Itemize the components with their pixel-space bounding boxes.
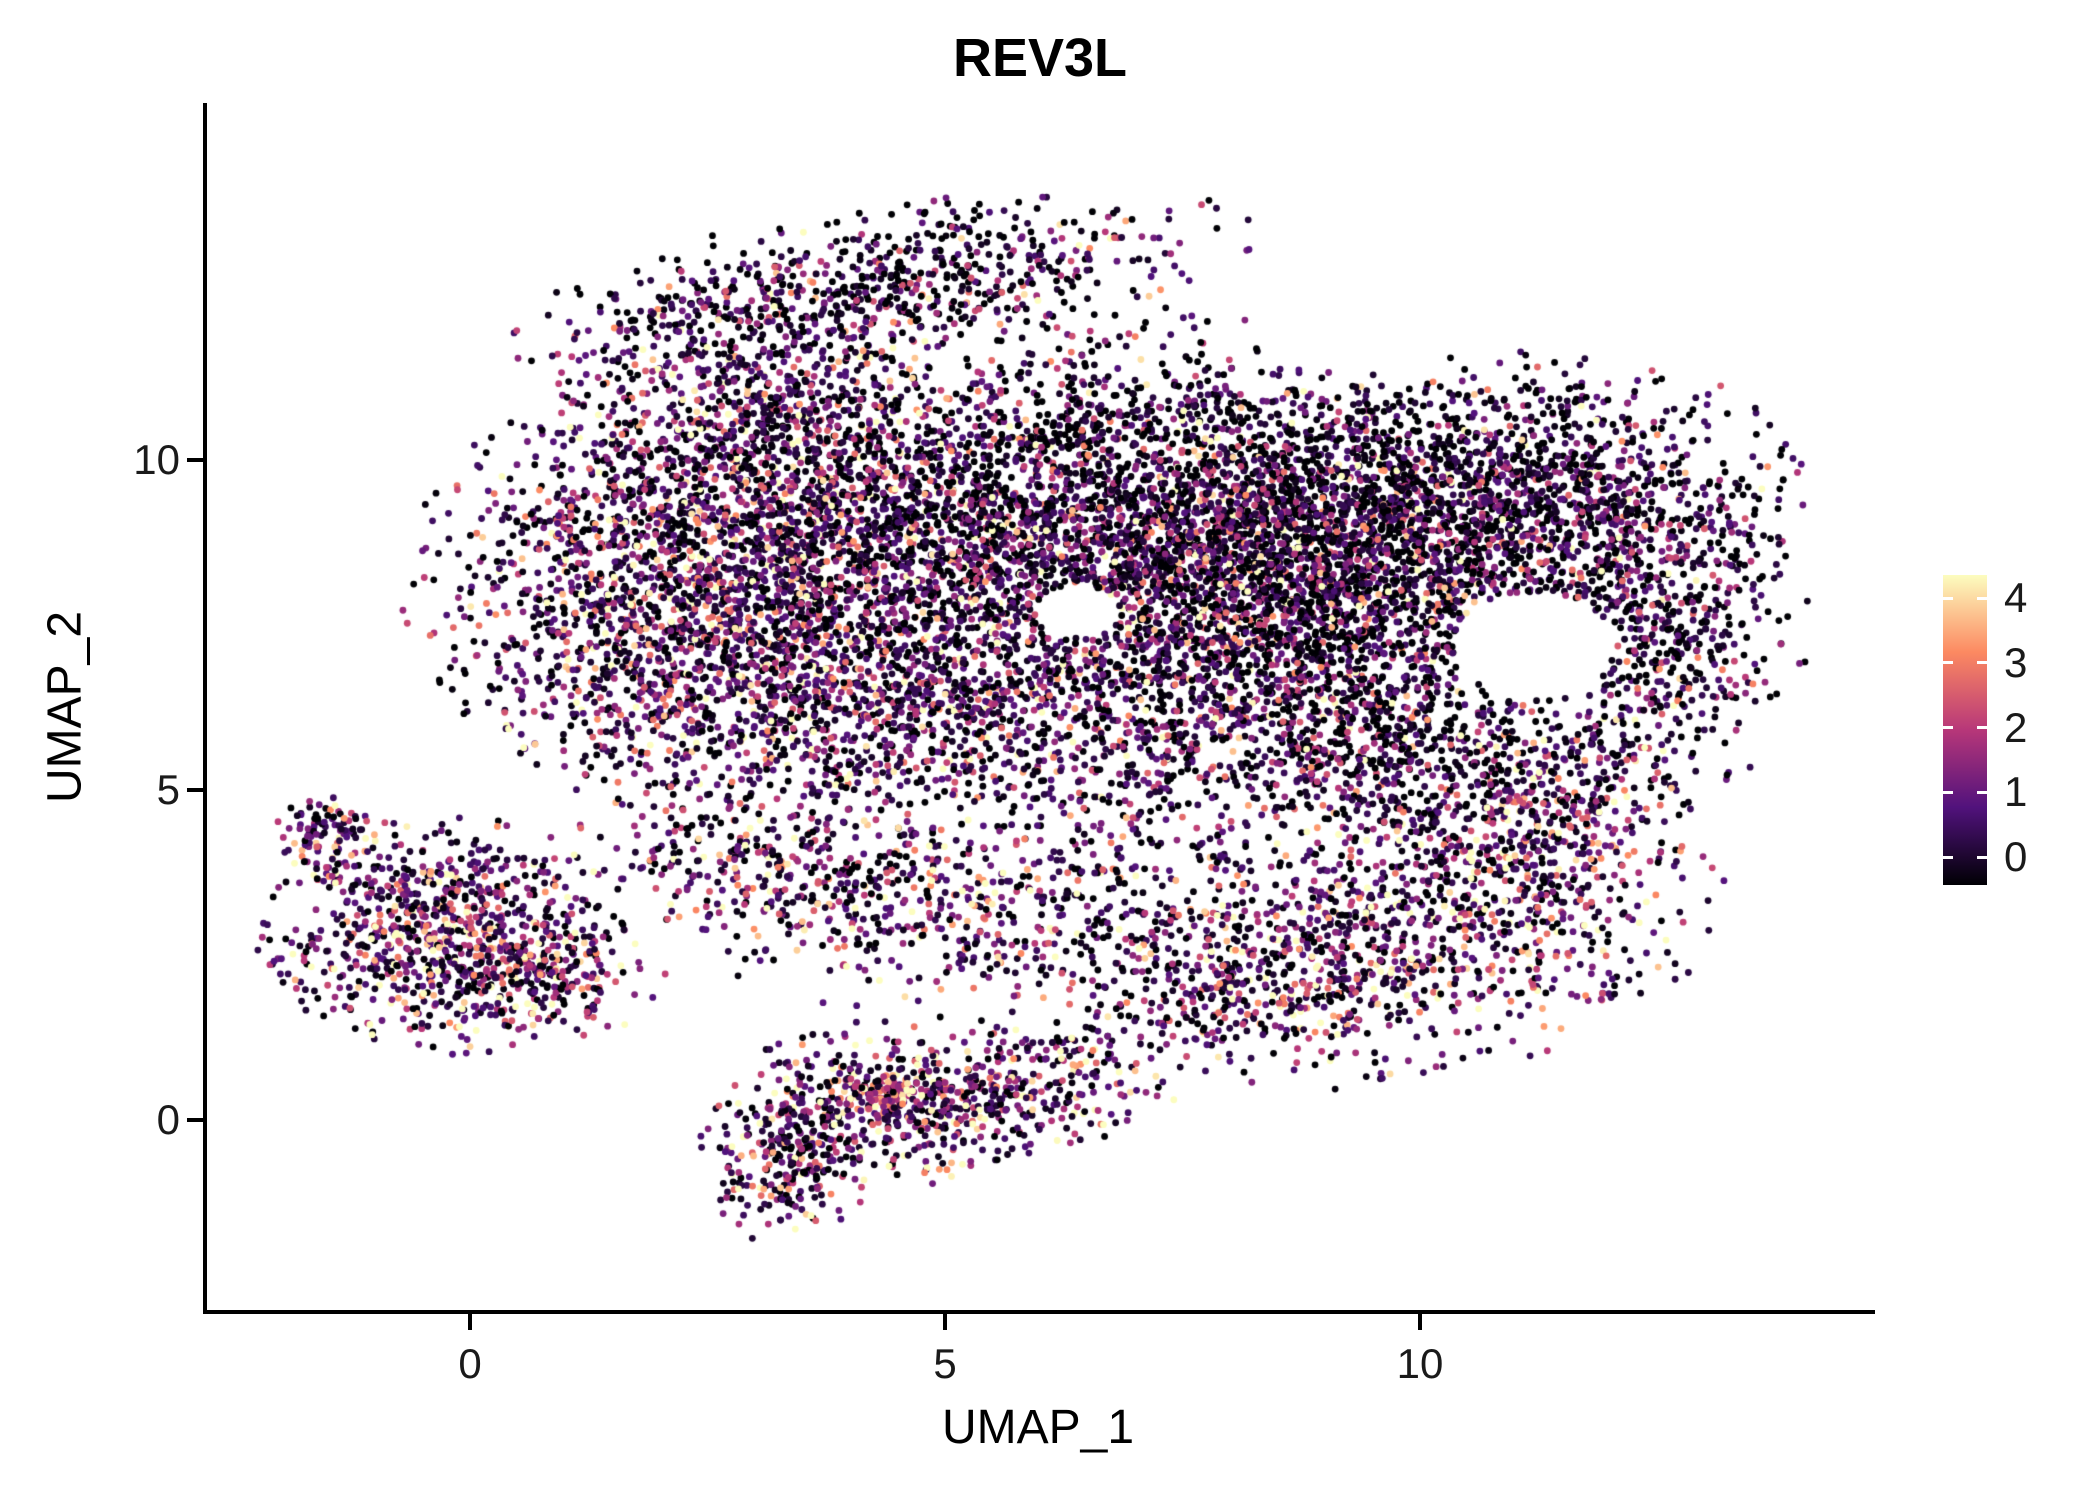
colorbar-tick-label: 0 xyxy=(2004,833,2028,880)
colorbar-tick-label: 3 xyxy=(2004,639,2028,686)
y-axis-label: UMAP_2 xyxy=(38,610,92,804)
colorbar-tick-mark xyxy=(1943,726,1953,729)
x-tick-label: 10 xyxy=(1396,1340,1444,1387)
x-axis-label: UMAP_1 xyxy=(941,1401,1135,1454)
y-tick-mark xyxy=(187,788,203,792)
x-tick-label: 0 xyxy=(458,1340,482,1387)
colorbar-tick-label: 2 xyxy=(2004,704,2028,751)
x-tick-mark xyxy=(943,1314,947,1330)
chart-title: REV3L xyxy=(952,28,1128,88)
colorbar-tick-label: 1 xyxy=(2004,768,2028,815)
colorbar-tick-mark xyxy=(1943,661,1953,665)
colorbar-tick-mark xyxy=(1943,596,1953,600)
colorbar-tick-mark xyxy=(1977,855,1987,859)
colorbar-tick-mark xyxy=(1943,790,1953,794)
colorbar xyxy=(1943,575,1987,885)
x-axis-line xyxy=(203,1310,1875,1314)
y-tick-mark xyxy=(187,458,203,462)
y-tick-label: 5 xyxy=(156,766,180,813)
colorbar-tick-mark xyxy=(1977,596,1987,600)
x-tick-mark xyxy=(468,1314,472,1330)
colorbar-tick-mark xyxy=(1977,661,1987,665)
colorbar-tick-label: 4 xyxy=(2004,574,2028,621)
colorbar-tick-mark xyxy=(1977,726,1987,729)
x-tick-label: 5 xyxy=(933,1340,957,1387)
x-tick-mark xyxy=(1418,1314,1422,1330)
y-tick-mark xyxy=(187,1118,203,1122)
y-tick-label: 10 xyxy=(133,436,180,483)
y-tick-label: 0 xyxy=(156,1096,180,1143)
y-axis-line xyxy=(203,103,207,1314)
colorbar-tick-mark xyxy=(1977,790,1987,794)
colorbar-tick-mark xyxy=(1943,855,1953,859)
colorbar-gradient xyxy=(1943,575,1987,885)
